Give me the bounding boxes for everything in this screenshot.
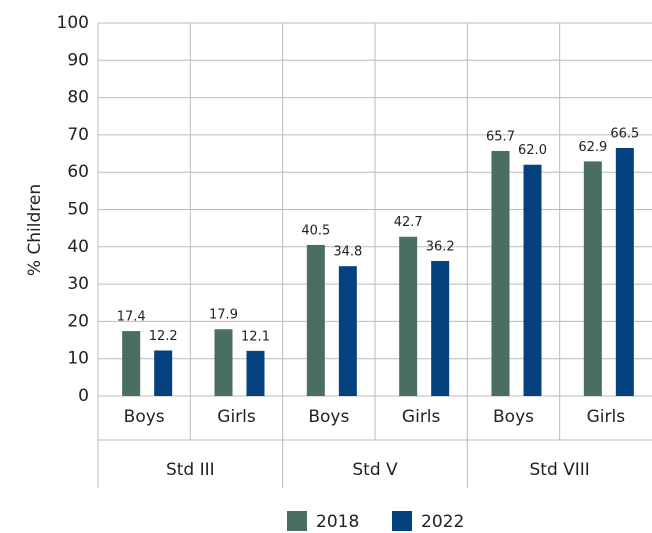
group-label: Std III [166, 460, 215, 480]
bar [615, 147, 634, 396]
x-tick-label: Boys [493, 407, 534, 427]
data-label: 17.4 [117, 310, 146, 325]
x-tick-label: Boys [308, 407, 349, 427]
bar [338, 266, 357, 396]
bar [431, 260, 450, 396]
legend-label: 2022 [421, 512, 464, 532]
bar [523, 164, 542, 396]
y-tick-label: 30 [67, 274, 89, 294]
y-tick-label: 60 [67, 162, 89, 182]
x-tick-label: Girls [402, 407, 441, 427]
bar [306, 244, 325, 396]
bar [154, 350, 173, 396]
x-tick-label: Girls [587, 407, 626, 427]
data-label: 66.5 [610, 126, 639, 141]
x-tick-label: Boys [124, 407, 165, 427]
bar [214, 329, 233, 396]
group-label: Std VIII [530, 460, 590, 480]
y-tick-label: 40 [67, 237, 89, 257]
bar [583, 161, 602, 396]
y-tick-label: 90 [67, 50, 89, 70]
legend-label: 2018 [316, 512, 359, 532]
legend-swatch [287, 511, 307, 531]
y-tick-label: 10 [67, 349, 89, 369]
y-tick-label: 100 [57, 13, 89, 33]
data-label: 62.0 [518, 143, 547, 158]
bar [122, 331, 141, 396]
y-tick-label: 0 [78, 386, 89, 406]
data-label: 34.8 [333, 245, 362, 260]
y-tick-label: 20 [67, 311, 89, 331]
y-tick-label: 70 [67, 125, 89, 145]
y-tick-label: 50 [67, 200, 89, 220]
group-label: Std V [352, 460, 398, 480]
data-label: 36.2 [426, 239, 455, 254]
bar [399, 236, 418, 396]
legend-swatch [392, 511, 412, 531]
bar [246, 350, 265, 396]
bar [491, 150, 510, 396]
data-label: 12.2 [149, 329, 178, 344]
data-label: 42.7 [394, 215, 423, 230]
data-label: 17.9 [209, 308, 238, 323]
y-tick-label: 80 [67, 88, 89, 108]
y-axis-label: % Children [25, 184, 45, 276]
data-label: 65.7 [486, 129, 515, 144]
data-label: 12.1 [241, 329, 270, 344]
data-label: 40.5 [301, 223, 330, 238]
data-label: 62.9 [578, 140, 607, 155]
x-tick-label: Girls [217, 407, 256, 427]
